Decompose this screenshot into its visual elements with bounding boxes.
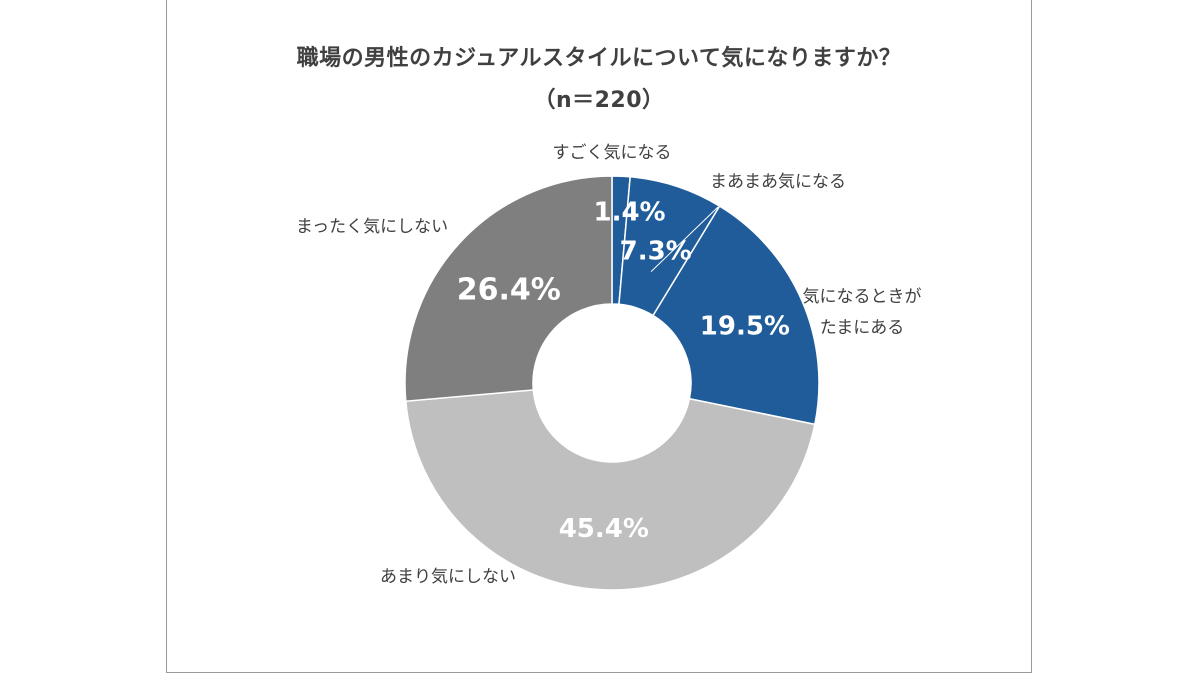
value-label-4: 45.4% xyxy=(559,514,649,544)
category-label-3: 気になるときがたまにある xyxy=(803,287,922,338)
chart-title: 職場の男性のカジュアルスタイルについて気になりますか？ xyxy=(296,46,902,71)
category-label-1: すごく気になる xyxy=(553,143,672,163)
value-label-3: 19.5% xyxy=(700,311,790,341)
donut-slice-5 xyxy=(404,175,613,402)
leader-line-2 xyxy=(650,206,719,273)
value-label-1: 1.4% xyxy=(594,198,666,228)
category-label-2: まあまあ気になる xyxy=(710,172,846,192)
category-label-4: あまり気にしない xyxy=(380,567,516,587)
value-labels: 1.4% 7.3% 19.5% 45.4% 26.4% xyxy=(457,198,790,545)
value-label-5: 26.4% xyxy=(457,272,561,307)
donut-slices xyxy=(404,175,820,591)
chart-subtitle: （n＝220） xyxy=(533,88,665,113)
leader-lines xyxy=(650,206,719,273)
donut-slice-3 xyxy=(652,205,820,426)
value-label-2: 7.3% xyxy=(620,236,692,266)
donut-slice-4 xyxy=(404,389,816,591)
category-label-5: まったく気にしない xyxy=(296,217,448,237)
